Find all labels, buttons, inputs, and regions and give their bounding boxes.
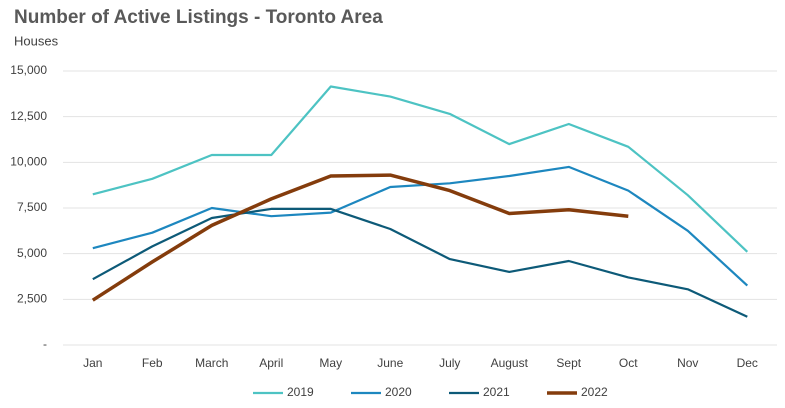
y-tick-label: 10,000 [10, 155, 47, 169]
y-tick-label: 5,000 [17, 246, 47, 260]
x-tick-label: Feb [142, 356, 163, 370]
x-tick-label: Dec [737, 356, 758, 370]
chart-subtitle: Houses [14, 33, 59, 48]
x-tick-label: April [259, 356, 283, 370]
x-tick-label: August [491, 356, 529, 370]
legend-label: 2021 [483, 385, 510, 399]
x-tick-label: March [195, 356, 228, 370]
x-tick-label: May [319, 356, 342, 370]
legend-label: 2019 [287, 385, 314, 399]
line-series [92, 85, 749, 253]
legend-label: 2022 [581, 385, 608, 399]
x-tick-label: Jan [83, 356, 102, 370]
x-tick-label: Nov [677, 356, 698, 370]
y-tick-label: - [43, 337, 47, 351]
line-series [91, 173, 629, 302]
x-tick-label: Oct [619, 356, 638, 370]
y-tick-label: 2,500 [17, 292, 47, 306]
x-tick-label: July [439, 356, 460, 370]
y-tick-label: 12,500 [10, 109, 47, 123]
line-series [92, 165, 749, 287]
y-tick-label: 15,000 [10, 63, 47, 77]
x-tick-label: June [377, 356, 403, 370]
line-series [92, 207, 748, 318]
chart-title: Number of Active Listings - Toronto Area [14, 7, 383, 28]
x-tick-label: Sept [556, 356, 581, 370]
y-tick-label: 7,500 [17, 200, 47, 214]
legend-label: 2020 [385, 385, 412, 399]
